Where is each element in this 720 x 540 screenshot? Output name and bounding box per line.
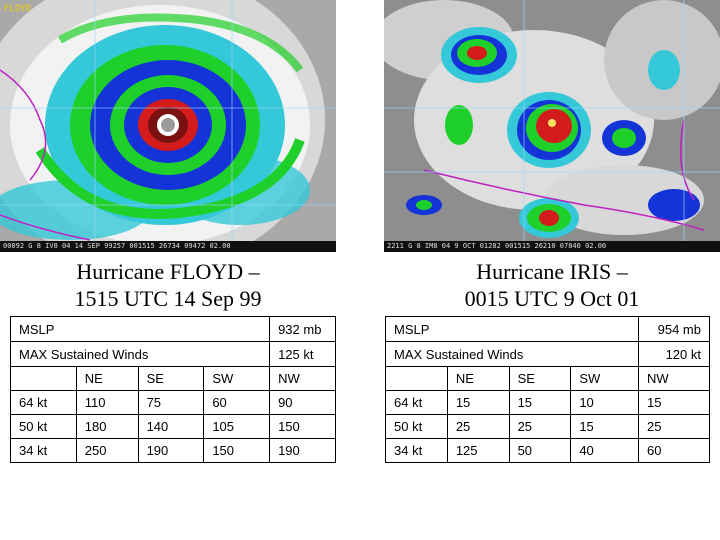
radius-value: 15	[570, 414, 640, 439]
winds-value: 120 kt	[638, 341, 710, 367]
table-row: 34 kt 250 190 150 190	[10, 438, 336, 463]
quadrant-header-nw: NW	[638, 366, 710, 391]
radius-value: 40	[570, 438, 640, 463]
floyd-image-strip: 00092 G 8 IV8 04 14 SEP 99257 001515 267…	[0, 241, 336, 252]
radius-value: 125	[446, 438, 510, 463]
quadrant-header-nw: NW	[269, 366, 336, 391]
radius-value: 60	[203, 390, 271, 415]
radius-value: 190	[137, 438, 205, 463]
floyd-ir-imagery	[0, 0, 336, 252]
mslp-row: MSLP 932 mb	[9, 316, 336, 342]
mslp-label: MSLP	[9, 316, 271, 342]
radius-value: 25	[446, 414, 510, 439]
table-row: 64 kt 110 75 60 90	[10, 390, 336, 415]
iris-title-line1: Hurricane IRIS –	[476, 259, 628, 284]
iris-stats-table: MSLP 954 mb MAX Sustained Winds 120 kt N…	[384, 316, 710, 463]
row-label: 64 kt	[385, 390, 448, 415]
radius-value: 110	[75, 390, 139, 415]
radius-value: 15	[638, 390, 710, 415]
mslp-label: MSLP	[384, 316, 640, 342]
radius-value: 25	[508, 414, 572, 439]
floyd-image-label: FLOYD	[4, 4, 32, 14]
radius-value: 60	[638, 438, 710, 463]
radius-value: 10	[570, 390, 640, 415]
winds-value: 125 kt	[269, 341, 336, 367]
quadrant-header-row: NE SE SW NW	[385, 366, 710, 391]
iris-title: Hurricane IRIS – 0015 UTC 9 Oct 01	[384, 258, 720, 312]
row-label: 34 kt	[385, 438, 448, 463]
radius-value: 250	[75, 438, 139, 463]
iris-title-line2: 0015 UTC 9 Oct 01	[464, 286, 640, 311]
row-label: 34 kt	[10, 438, 77, 463]
iris-image-strip: 2211 G 8 IM8 04 9 OCT 01282 001515 26210…	[384, 241, 720, 252]
table-row: 34 kt 125 50 40 60	[385, 438, 710, 463]
floyd-stats-table: MSLP 932 mb MAX Sustained Winds 125 kt N…	[9, 316, 336, 463]
radius-value: 180	[75, 414, 139, 439]
radius-value: 50	[508, 438, 572, 463]
radius-value: 140	[137, 414, 205, 439]
row-label: 50 kt	[385, 414, 448, 439]
quadrant-header-ne: NE	[446, 366, 510, 391]
table-row: 50 kt 25 25 15 25	[385, 414, 710, 439]
floyd-title: Hurricane FLOYD – 1515 UTC 14 Sep 99	[0, 258, 336, 312]
radius-value: 150	[203, 438, 271, 463]
radius-value: 105	[203, 414, 271, 439]
quadrant-header-se: SE	[137, 366, 205, 391]
radius-value: 15	[508, 390, 572, 415]
radius-value: 90	[269, 390, 336, 415]
iris-ir-imagery	[384, 0, 720, 252]
header-empty-cell	[385, 366, 448, 391]
row-label: 64 kt	[10, 390, 77, 415]
floyd-title-line2: 1515 UTC 14 Sep 99	[74, 286, 262, 311]
header-empty-cell	[10, 366, 77, 391]
mslp-row: MSLP 954 mb	[384, 316, 710, 342]
winds-row: MAX Sustained Winds 125 kt	[9, 341, 336, 367]
floyd-satellite-image: FLOYD 00092 G 8 IV8 04 14 SEP 99257 0015…	[0, 0, 336, 252]
quadrant-header-sw: SW	[570, 366, 640, 391]
radius-value: 15	[446, 390, 510, 415]
quadrant-header-ne: NE	[75, 366, 139, 391]
winds-label: MAX Sustained Winds	[9, 341, 271, 367]
iris-satellite-image: 2211 G 8 IM8 04 9 OCT 01282 001515 26210…	[384, 0, 720, 252]
table-row: 64 kt 15 15 10 15	[385, 390, 710, 415]
mslp-value: 954 mb	[638, 316, 710, 342]
mslp-value: 932 mb	[269, 316, 336, 342]
quadrant-header-sw: SW	[203, 366, 271, 391]
radius-value: 190	[269, 438, 336, 463]
winds-label: MAX Sustained Winds	[384, 341, 640, 367]
quadrant-header-row: NE SE SW NW	[10, 366, 336, 391]
radius-value: 150	[269, 414, 336, 439]
floyd-title-line1: Hurricane FLOYD –	[76, 259, 260, 284]
table-row: 50 kt 180 140 105 150	[10, 414, 336, 439]
winds-row: MAX Sustained Winds 120 kt	[384, 341, 710, 367]
row-label: 50 kt	[10, 414, 77, 439]
quadrant-header-se: SE	[508, 366, 572, 391]
radius-value: 75	[137, 390, 205, 415]
radius-value: 25	[638, 414, 710, 439]
